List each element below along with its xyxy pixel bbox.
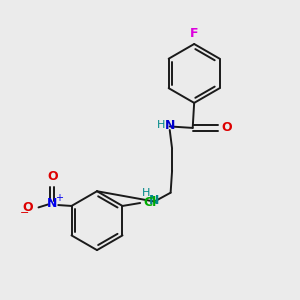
Text: F: F — [190, 28, 198, 40]
Text: N: N — [165, 119, 175, 132]
Text: N: N — [47, 197, 58, 210]
Text: Cl: Cl — [143, 196, 156, 209]
Text: N: N — [148, 194, 159, 207]
Text: O: O — [47, 170, 58, 183]
Text: H: H — [157, 120, 166, 130]
Text: O: O — [22, 201, 33, 214]
Text: +: + — [55, 193, 63, 203]
Text: −: − — [20, 208, 29, 218]
Text: O: O — [221, 122, 232, 134]
Text: H: H — [142, 188, 150, 198]
